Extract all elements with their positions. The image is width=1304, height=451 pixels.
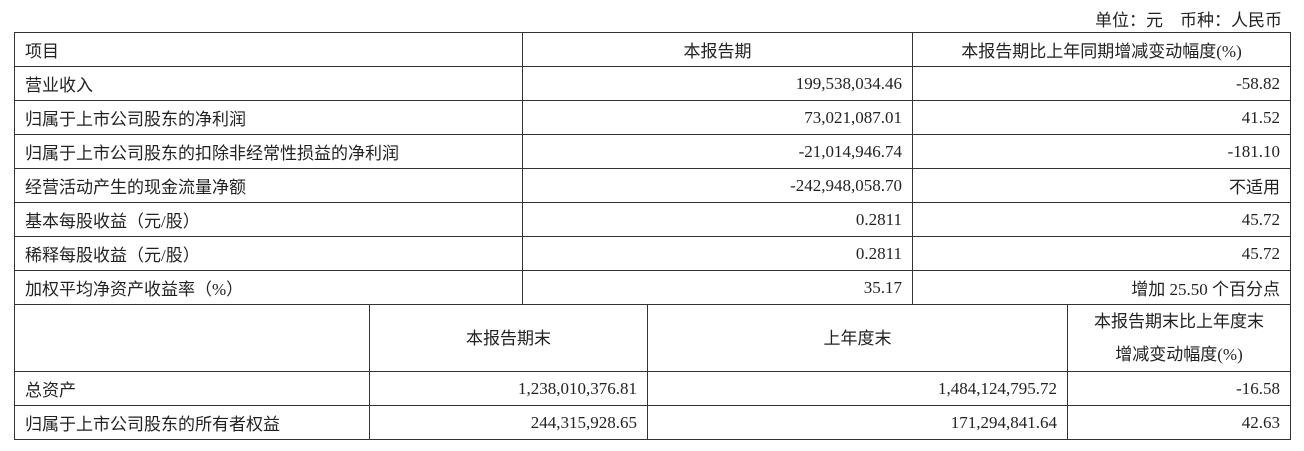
table-header-row: 项目 本报告期 本报告期比上年同期增减变动幅度(%)	[14, 32, 1292, 67]
table-subheader-row: 本报告期末 上年度末 本报告期末比上年度末 增减变动幅度(%)	[14, 304, 1292, 372]
row-label: 加权平均净资产收益率（%）	[14, 270, 523, 305]
row-value: 0.2811	[522, 202, 913, 237]
subheader-prior-year-end: 上年度末	[647, 304, 1068, 372]
header-item: 项目	[14, 32, 523, 67]
row-period-end: 1,238,010,376.81	[369, 371, 648, 406]
row-label: 归属于上市公司股东的净利润	[14, 100, 523, 135]
row-prior-year-end: 171,294,841.64	[647, 405, 1068, 440]
row-change: 45.72	[911, 236, 1292, 271]
row-label: 经营活动产生的现金流量净额	[14, 168, 523, 203]
subheader-change-pct: 本报告期末比上年度末 增减变动幅度(%)	[1066, 304, 1292, 372]
subheader-blank	[14, 304, 370, 372]
table-row: 稀释每股收益（元/股） 0.2811 45.72	[14, 236, 1292, 271]
row-value: 35.17	[522, 270, 913, 305]
row-change: -16.58	[1066, 371, 1292, 406]
table-row: 加权平均净资产收益率（%） 35.17 增加 25.50 个百分点	[14, 270, 1292, 305]
row-label: 归属于上市公司股东的扣除非经常性损益的净利润	[14, 134, 523, 169]
row-change: 不适用	[911, 168, 1292, 203]
row-value: -21,014,946.74	[522, 134, 913, 169]
row-label: 营业收入	[14, 66, 523, 101]
header-change-pct: 本报告期比上年同期增减变动幅度(%)	[911, 32, 1292, 67]
row-period-end: 244,315,928.65	[369, 405, 648, 440]
row-change: 45.72	[911, 202, 1292, 237]
row-label: 基本每股收益（元/股）	[14, 202, 523, 237]
row-value: 0.2811	[522, 236, 913, 271]
row-change: 增加 25.50 个百分点	[911, 270, 1292, 305]
financial-data-table: 项目 本报告期 本报告期比上年同期增减变动幅度(%) 营业收入 199,538,…	[14, 32, 1292, 440]
table-row: 经营活动产生的现金流量净额 -242,948,058.70 不适用	[14, 168, 1292, 203]
header-current-period: 本报告期	[522, 32, 913, 67]
table-row: 总资产 1,238,010,376.81 1,484,124,795.72 -1…	[14, 371, 1292, 406]
row-change: -58.82	[911, 66, 1292, 101]
unit-currency-note: 单位：元 币种：人民币	[1095, 11, 1282, 30]
subheader-change-line1: 本报告期末比上年度末	[1094, 312, 1264, 331]
row-value: 199,538,034.46	[522, 66, 913, 101]
table-row: 归属于上市公司股东的所有者权益 244,315,928.65 171,294,8…	[14, 405, 1292, 440]
row-label: 归属于上市公司股东的所有者权益	[14, 405, 370, 440]
row-label: 稀释每股收益（元/股）	[14, 236, 523, 271]
row-prior-year-end: 1,484,124,795.72	[647, 371, 1068, 406]
row-value: -242,948,058.70	[522, 168, 913, 203]
subheader-change-line2: 增减变动幅度(%)	[1115, 345, 1243, 364]
row-change: -181.10	[911, 134, 1292, 169]
row-value: 73,021,087.01	[522, 100, 913, 135]
table-row: 基本每股收益（元/股） 0.2811 45.72	[14, 202, 1292, 237]
row-label: 总资产	[14, 371, 370, 406]
table-row: 营业收入 199,538,034.46 -58.82	[14, 66, 1292, 101]
row-change: 41.52	[911, 100, 1292, 135]
row-change: 42.63	[1066, 405, 1292, 440]
subheader-period-end: 本报告期末	[369, 304, 648, 372]
table-row: 归属于上市公司股东的净利润 73,021,087.01 41.52	[14, 100, 1292, 135]
table-row: 归属于上市公司股东的扣除非经常性损益的净利润 -21,014,946.74 -1…	[14, 134, 1292, 169]
